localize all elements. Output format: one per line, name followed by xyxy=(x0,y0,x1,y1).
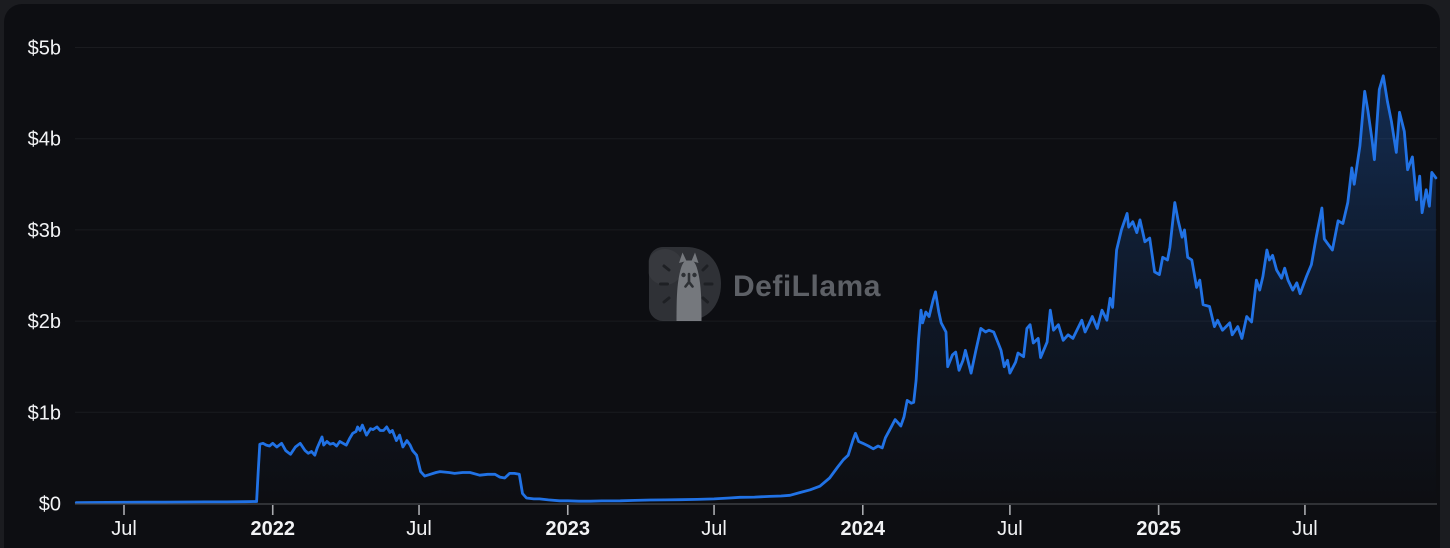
y-axis-tick-label: $3b xyxy=(28,220,61,242)
x-axis-tick-label: 2025 xyxy=(1136,518,1181,540)
y-axis-tick-label: $2b xyxy=(28,311,61,333)
x-axis-tick-label: Jul xyxy=(997,518,1023,540)
tvl-area-fill xyxy=(76,75,1436,505)
y-axis-tick-label: $4b xyxy=(28,129,61,151)
x-axis-labels: Jul 2022 Jul 2023 Jul 2024 Jul 2025 Jul xyxy=(111,505,1318,540)
x-axis-tick-label: 2024 xyxy=(841,518,886,540)
tvl-line xyxy=(74,74,1438,504)
y-axis-labels: $0 $1b $2b $3b $4b $5b xyxy=(28,38,61,516)
y-axis-tick-label: $1b xyxy=(28,402,61,424)
y-axis-tick-label: $5b xyxy=(28,38,61,60)
x-axis-tick-label: 2022 xyxy=(250,518,295,540)
y-axis-tick-label: $0 xyxy=(39,494,61,516)
x-axis-tick-label: Jul xyxy=(111,518,137,540)
x-axis-tick-label: Jul xyxy=(1292,518,1318,540)
x-axis-tick-label: 2023 xyxy=(546,518,591,540)
x-axis-tick-label: Jul xyxy=(701,518,727,540)
x-axis-tick-label: Jul xyxy=(406,518,432,540)
